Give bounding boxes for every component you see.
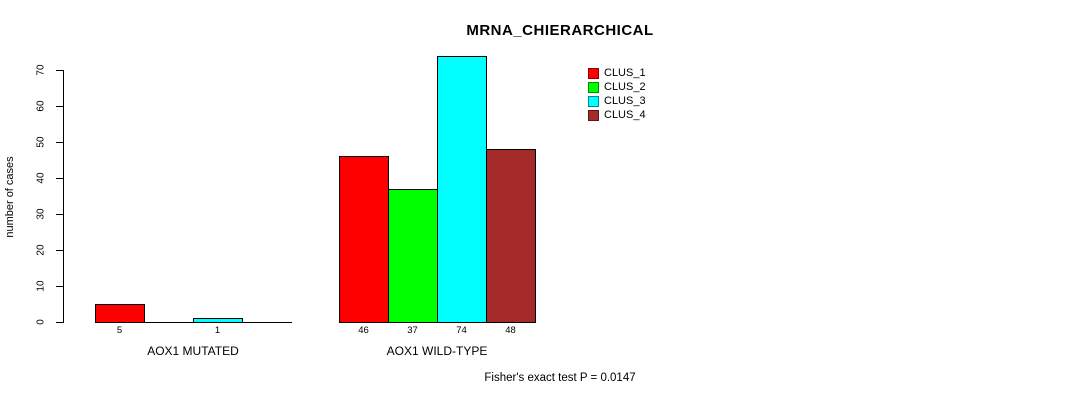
bar-value-label: 37 xyxy=(407,325,418,336)
y-tick-label: 20 xyxy=(35,244,47,256)
legend-label: CLUS_4 xyxy=(604,108,646,121)
legend: CLUS_1 CLUS_2 CLUS_3 CLUS_4 xyxy=(588,66,646,122)
y-tick-mark xyxy=(56,142,63,143)
legend-entry: CLUS_1 xyxy=(588,66,646,80)
y-tick-label: 10 xyxy=(35,280,47,292)
y-tick-label: 60 xyxy=(35,100,47,112)
legend-swatch-icon xyxy=(588,95,599,107)
legend-label: CLUS_1 xyxy=(604,66,646,79)
legend-swatch-icon xyxy=(588,109,599,121)
y-tick-label: 50 xyxy=(35,136,47,148)
y-tick-mark xyxy=(56,214,63,215)
legend-swatch-icon xyxy=(588,67,599,79)
bar-clus_1-aox1-mutated xyxy=(95,304,145,323)
category-label-aox1-wild-type: AOX1 WILD-TYPE xyxy=(386,344,488,358)
bar-clus_2-aox1-wild-type xyxy=(388,189,438,323)
bar-value-label: 74 xyxy=(456,325,467,336)
legend-label: CLUS_3 xyxy=(604,94,646,107)
bar-value-label: 5 xyxy=(116,325,123,336)
bar-clus_1-aox1-wild-type xyxy=(339,156,389,323)
legend-swatch-icon xyxy=(588,81,599,93)
y-tick-label: 70 xyxy=(35,64,47,76)
legend-entry: CLUS_3 xyxy=(588,94,646,108)
y-tick-label: 30 xyxy=(35,208,47,220)
chart-title: MRNA_CHIERARCHICAL xyxy=(466,22,654,39)
category-label-aox1-mutated: AOX1 MUTATED xyxy=(147,344,239,358)
y-tick-label: 0 xyxy=(35,319,47,325)
y-tick-label: 40 xyxy=(35,172,47,184)
y-axis-line xyxy=(63,70,64,323)
bar-value-label: 1 xyxy=(214,325,221,336)
legend-entry: CLUS_4 xyxy=(588,108,646,122)
legend-label: CLUS_2 xyxy=(604,80,646,93)
bar-value-label: 46 xyxy=(358,325,369,336)
y-tick-mark xyxy=(56,286,63,287)
y-tick-mark xyxy=(56,106,63,107)
bar-clus_4-aox1-wild-type xyxy=(486,149,536,323)
y-tick-mark xyxy=(56,178,63,179)
y-tick-mark xyxy=(56,322,63,323)
footnote-fisher-test: Fisher's exact test P = 0.0147 xyxy=(484,372,636,384)
bar-value-label: 48 xyxy=(505,325,516,336)
y-tick-mark xyxy=(56,250,63,251)
y-tick-mark xyxy=(56,70,63,71)
bar-clus_3-aox1-mutated xyxy=(193,318,243,323)
legend-entry: CLUS_2 xyxy=(588,80,646,94)
bar-clus_3-aox1-wild-type xyxy=(437,56,487,323)
